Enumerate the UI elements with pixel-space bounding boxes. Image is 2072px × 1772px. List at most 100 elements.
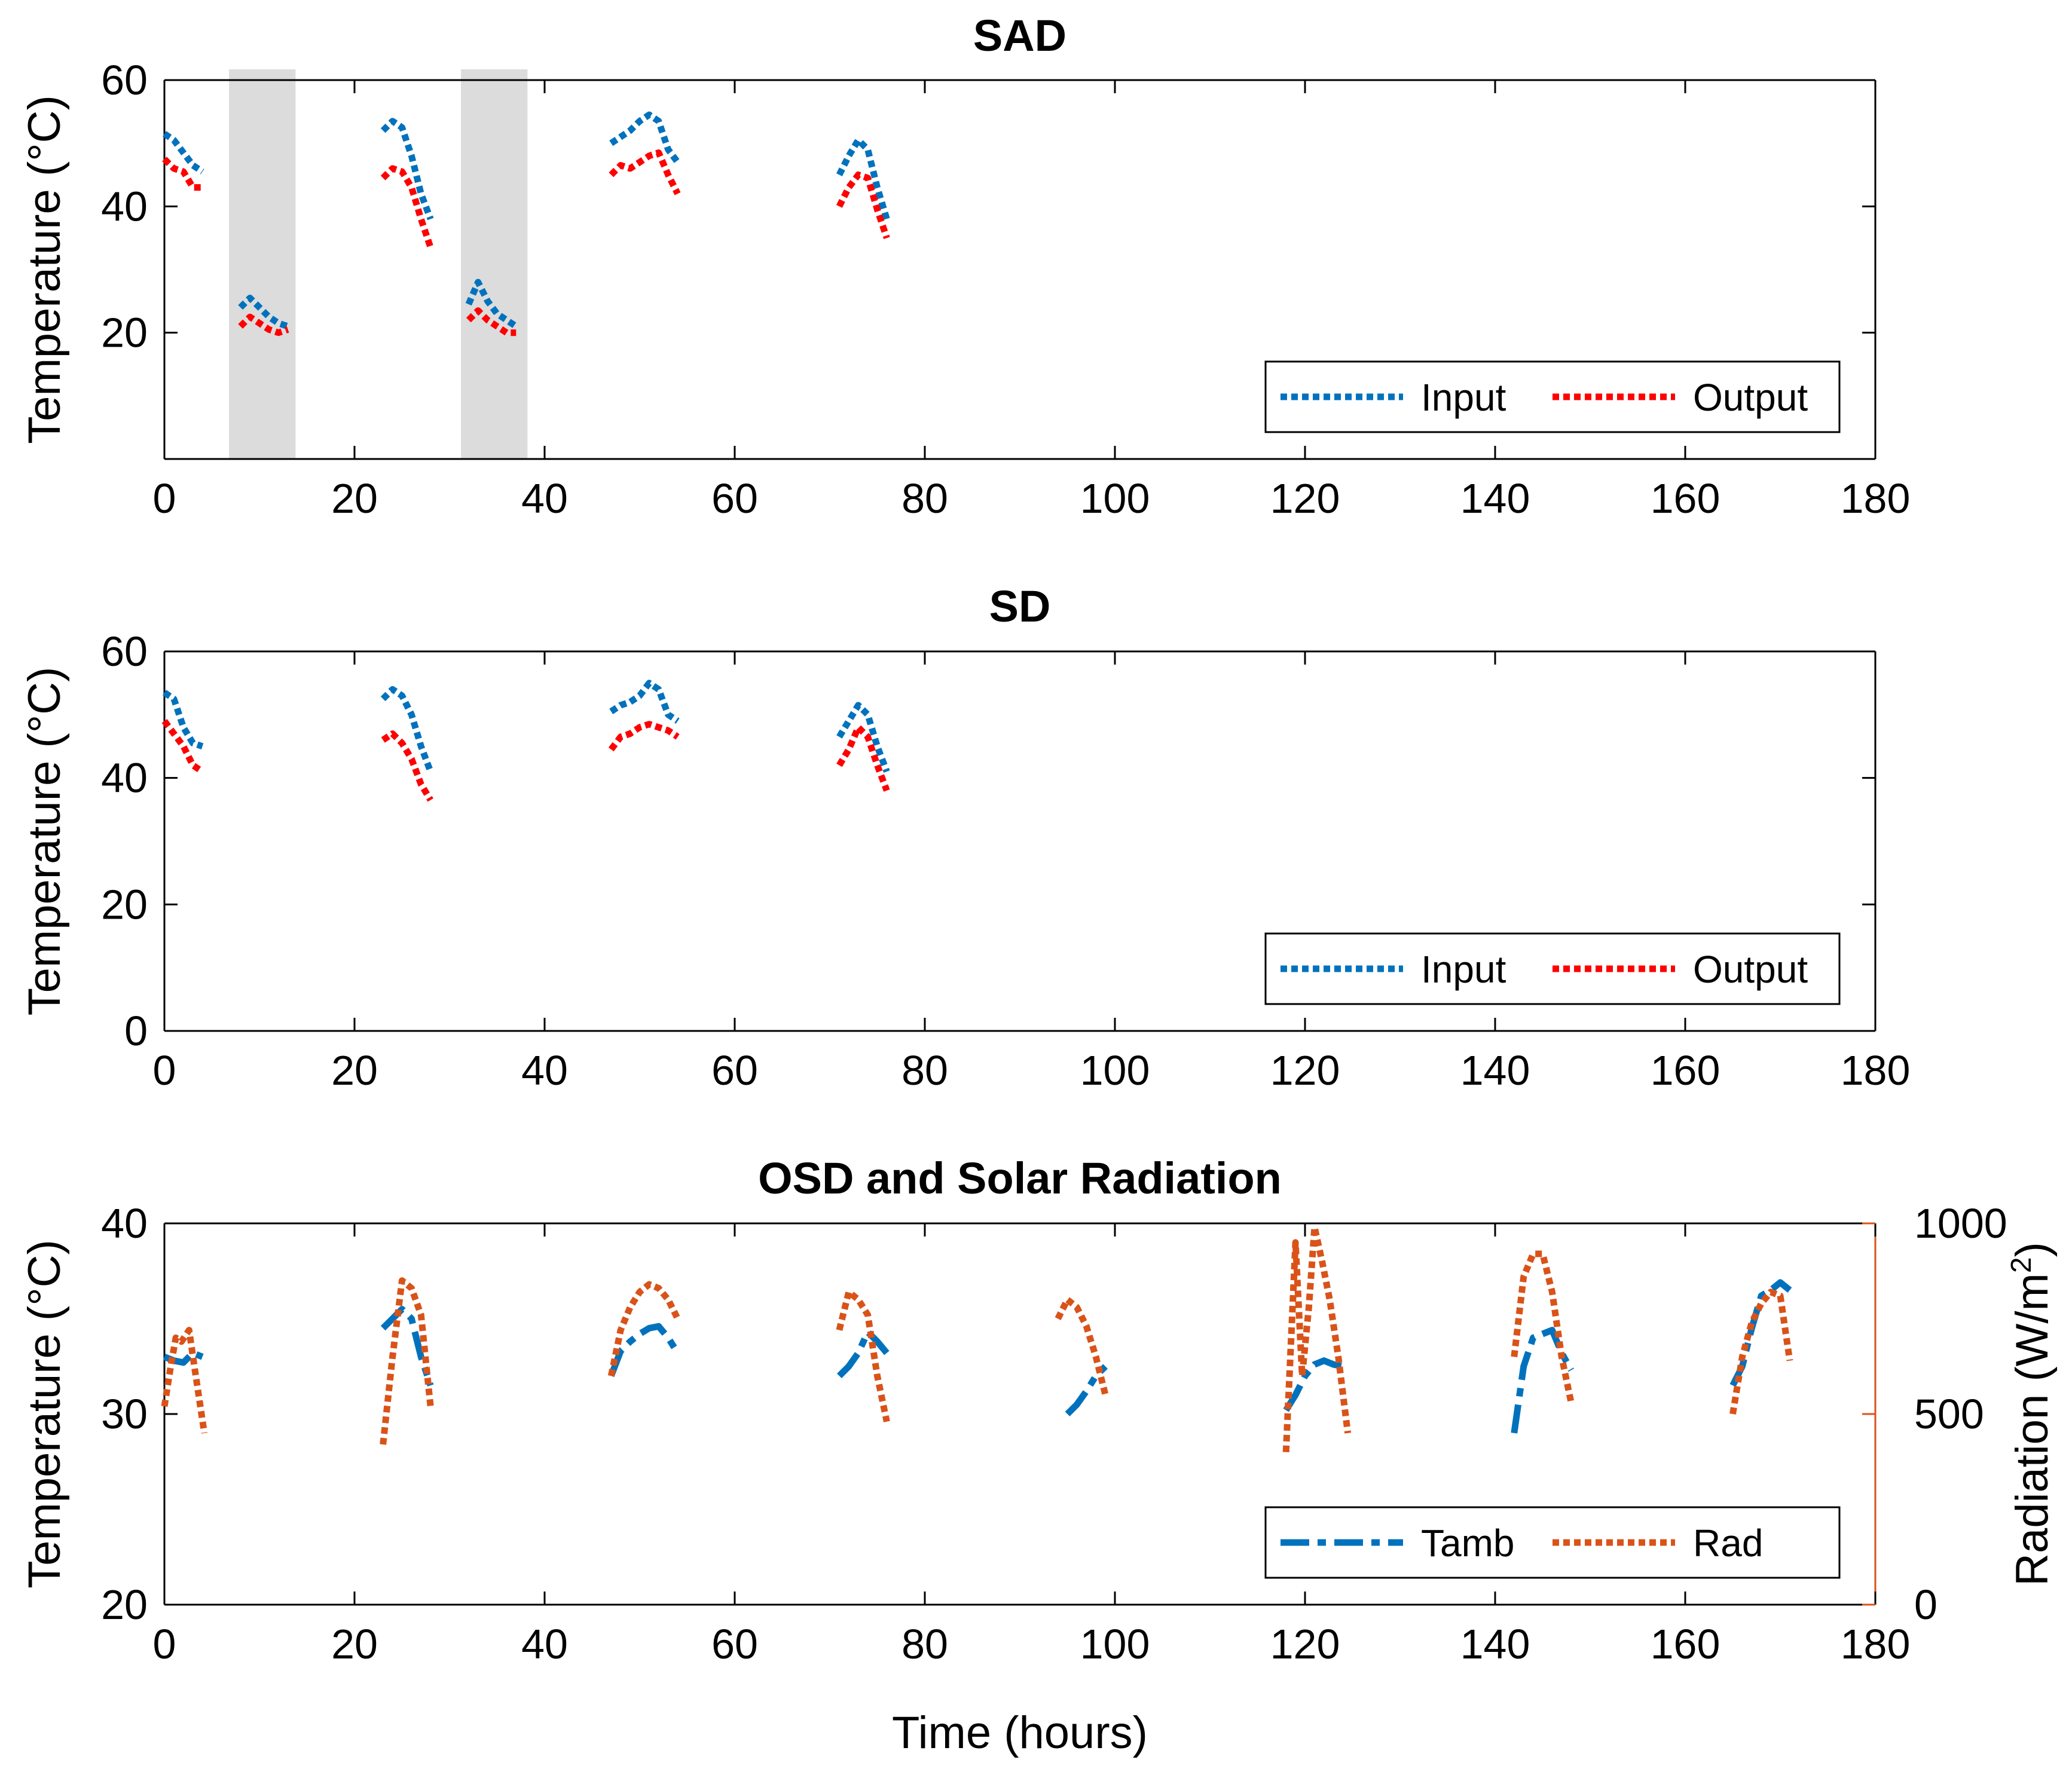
x-tick-label: 100 — [1080, 1047, 1150, 1094]
chart-title: SAD — [973, 11, 1066, 60]
legend-label-input: Input — [1421, 948, 1506, 991]
x-tick-label: 80 — [901, 1621, 948, 1667]
legend-label-rad: Rad — [1693, 1522, 1763, 1565]
series-line-input — [380, 118, 434, 221]
y2-axis-label-main: Radiation (W/m — [2007, 1273, 2058, 1586]
x-tick-label: 160 — [1651, 475, 1720, 522]
series-line-rad — [1282, 1223, 1352, 1453]
series-line-rad — [836, 1289, 890, 1422]
y2-axis-label-close: ) — [2007, 1242, 2058, 1257]
x-tick-label: 160 — [1651, 1621, 1720, 1667]
series-line-rad — [1729, 1289, 1793, 1415]
series-line-input — [465, 278, 518, 329]
x-tick-label: 80 — [901, 1047, 948, 1094]
y-tick-label: 20 — [101, 1581, 148, 1628]
y-axis-label: Temperature (°C) — [19, 667, 70, 1016]
series-line-output — [162, 157, 203, 191]
series-line-rad — [380, 1277, 434, 1445]
series-line-output — [380, 165, 434, 249]
x-tick-label: 20 — [331, 475, 378, 522]
x-tick-label: 140 — [1460, 1621, 1530, 1667]
chart-panel-1: 0 20 40 60 80 100 120 140 160 180 0 20 40 60 SD Tempera… — [19, 582, 1910, 1094]
series-line-output — [466, 307, 517, 336]
y-tick-label: 0 — [124, 1008, 148, 1054]
y2-tick-label: 0 — [1914, 1581, 1937, 1628]
x-tick-label: 60 — [711, 1621, 758, 1667]
x-tick-label: 60 — [711, 1047, 758, 1094]
series-line-input — [836, 702, 890, 773]
y-tick-label: 60 — [101, 57, 148, 103]
y-tick-label: 60 — [101, 628, 148, 675]
x-tick-label: 180 — [1841, 475, 1911, 522]
series-line-tamb — [380, 1306, 434, 1387]
y-tick-label: 20 — [101, 881, 148, 928]
y-tick-label: 30 — [101, 1391, 148, 1437]
x-tick-label: 0 — [153, 1047, 176, 1094]
series-rad — [161, 1223, 1793, 1453]
series-input — [162, 680, 890, 773]
series-line-rad — [1511, 1250, 1575, 1404]
x-tick-label: 160 — [1651, 1047, 1720, 1094]
y2-axis-label: Radiation (W/m2) — [2006, 1242, 2058, 1586]
y2-axis-label-sup: 2 — [2006, 1257, 2037, 1273]
series-line-output — [608, 721, 680, 752]
x-tick-label: 180 — [1841, 1047, 1911, 1094]
x-tick-label: 20 — [331, 1047, 378, 1094]
x-tick-label: 40 — [521, 1047, 568, 1094]
series-line-rad — [161, 1327, 208, 1434]
series-input — [162, 111, 890, 330]
x-tick-label: 120 — [1270, 475, 1340, 522]
x-tick-label: 60 — [711, 475, 758, 522]
legend-label-tamb: Tamb — [1421, 1522, 1515, 1565]
x-tick-label: 100 — [1080, 475, 1150, 522]
series-line-tamb — [608, 1323, 681, 1378]
series-line-output — [381, 730, 433, 802]
legend: Tamb Rad — [1264, 1506, 1841, 1579]
series-line-input — [609, 111, 680, 164]
x-tick-label: 120 — [1270, 1621, 1340, 1667]
legend-label-output: Output — [1693, 948, 1808, 991]
x-tick-label: 20 — [331, 1621, 378, 1667]
x-tick-label: 0 — [153, 1621, 176, 1667]
series-line-output — [161, 719, 204, 775]
series-line-input — [836, 136, 890, 221]
y2-tick-label: 500 — [1914, 1391, 1984, 1437]
legend: Input Output — [1264, 932, 1841, 1005]
y-tick-label: 40 — [101, 1200, 148, 1247]
series-line-output — [836, 724, 890, 792]
x-tick-label: 40 — [521, 475, 568, 522]
series-line-output — [238, 313, 289, 336]
y-tick-label: 40 — [101, 183, 148, 229]
series-line-tamb — [1511, 1327, 1575, 1434]
series-output — [162, 149, 890, 336]
series-line-tamb — [1283, 1357, 1344, 1412]
y-axis-label: Temperature (°C) — [19, 1240, 70, 1589]
chart-panel-2: 0 20 40 60 80 100 120 140 160 18020304005001000OS… — [19, 1153, 2058, 1758]
series-line-input — [238, 295, 289, 330]
chart-panel-0: 0 20 40 60 80 100 120 140 160 180 20 40 60 SAD Tempera… — [19, 11, 1910, 522]
x-axis-label: Time (hours) — [892, 1707, 1148, 1758]
y-tick-label: 20 — [101, 310, 148, 356]
series-line-input — [609, 680, 680, 724]
y2-tick-label: 1000 — [1914, 1200, 2007, 1247]
shaded-region — [461, 69, 528, 459]
series-line-rad — [607, 1281, 681, 1377]
series-line-tamb — [1065, 1364, 1108, 1416]
series-line-input — [162, 690, 204, 750]
x-tick-label: 140 — [1460, 1047, 1530, 1094]
series-line-rad — [1055, 1296, 1109, 1396]
x-tick-label: 100 — [1080, 1621, 1150, 1667]
legend-label-output: Output — [1693, 376, 1808, 419]
series-line-input — [162, 131, 204, 175]
x-tick-label: 40 — [521, 1621, 568, 1667]
legend-label-input: Input — [1421, 376, 1506, 419]
series-tamb — [163, 1279, 1792, 1434]
y-axis-label: Temperature (°C) — [19, 95, 70, 444]
chart-title: SD — [989, 582, 1051, 631]
y-tick-label: 40 — [101, 755, 148, 801]
x-tick-label: 80 — [901, 475, 948, 522]
series-output — [161, 719, 890, 802]
series-line-input — [380, 686, 434, 773]
series-line-tamb — [837, 1329, 890, 1379]
